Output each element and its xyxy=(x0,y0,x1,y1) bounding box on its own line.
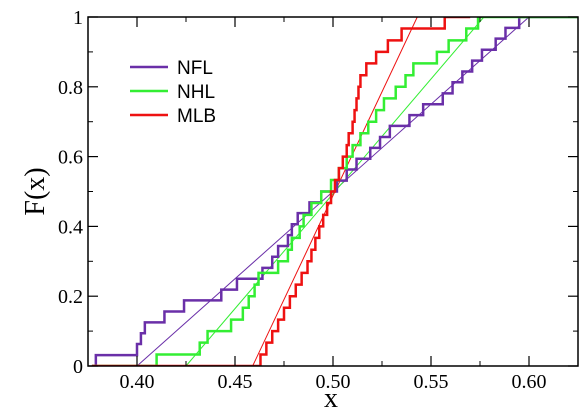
series-line-mlb xyxy=(91,17,471,366)
y-tick-label: 0.6 xyxy=(58,147,83,169)
legend: NFL NHL MLB xyxy=(130,58,216,127)
y-tick-label: 0.2 xyxy=(58,286,83,308)
x-tick-label: 0.50 xyxy=(316,371,351,393)
series-line-nhl xyxy=(91,17,578,366)
y-tick-label: 0.8 xyxy=(58,77,83,99)
y-tick-label: 0 xyxy=(73,356,83,378)
y-axis-title: F(x) xyxy=(20,167,51,215)
x-axis-title: x xyxy=(324,383,338,411)
legend-label-mlb: MLB xyxy=(177,106,216,127)
x-tick-label: 0.45 xyxy=(218,371,253,393)
x-tick-label: 0.40 xyxy=(120,371,155,393)
x-tick-label: 0.55 xyxy=(414,371,449,393)
y-tick-label: 1 xyxy=(73,7,83,29)
series-lines xyxy=(91,17,578,366)
tick-labels: 0.40 0.45 0.50 0.55 0.60 0 0.2 0.4 0.6 0.8 1 xyxy=(58,7,547,393)
legend-label-nhl: NHL xyxy=(177,82,215,103)
legend-label-nfl: NFL xyxy=(177,58,213,79)
x-tick-label: 0.60 xyxy=(512,371,547,393)
ticks xyxy=(87,16,579,367)
y-tick-label: 0.4 xyxy=(58,216,83,238)
